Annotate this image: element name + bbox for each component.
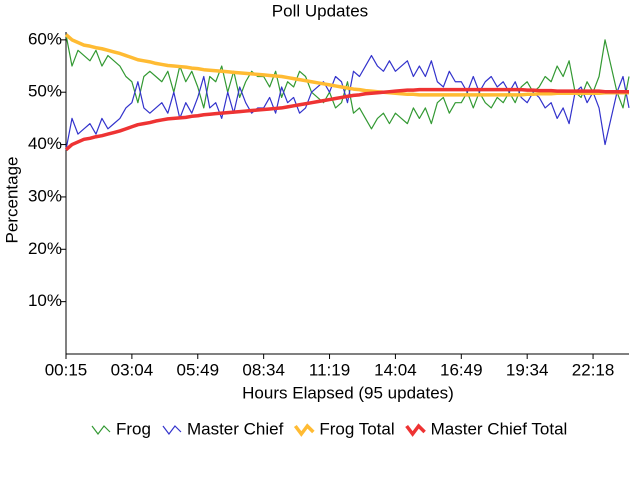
x-tick-label: 08:34 [242, 360, 285, 379]
y-tick-label: 60% [28, 29, 62, 48]
series-line [64, 87, 629, 152]
series-line [64, 33, 629, 97]
x-tick-label: 16:49 [440, 360, 483, 379]
legend-icon [162, 425, 182, 435]
x-tick-label: 03:04 [111, 360, 154, 379]
legend-label: Master Chief [187, 419, 284, 438]
x-tick-label: 11:19 [309, 360, 350, 379]
x-tick-label: 22:18 [572, 360, 615, 379]
legend-label: Master Chief Total [431, 419, 568, 438]
legend-label: Frog [116, 419, 151, 438]
series-line [65, 54, 630, 150]
x-tick-label: 05:49 [176, 360, 219, 379]
x-tick-label: 14:04 [374, 360, 417, 379]
y-axis-label: Percentage [2, 157, 21, 244]
legend-label: Frog Total [319, 419, 394, 438]
x-tick-label: 19:34 [506, 360, 549, 379]
y-tick-label: 10% [28, 291, 62, 310]
legend-icon [293, 423, 315, 437]
series-line [65, 34, 630, 130]
y-tick-label: 50% [28, 82, 62, 101]
y-tick-label: 40% [28, 134, 62, 153]
x-tick-label: 00:15 [45, 360, 88, 379]
legend-icon [405, 423, 426, 437]
x-axis-label: Hours Elapsed (95 updates) [242, 383, 454, 402]
chart-title: Poll Updates [272, 1, 368, 20]
y-tick-label: 30% [28, 186, 62, 205]
y-tick-label: 20% [28, 239, 62, 258]
legend-icon [91, 425, 111, 435]
